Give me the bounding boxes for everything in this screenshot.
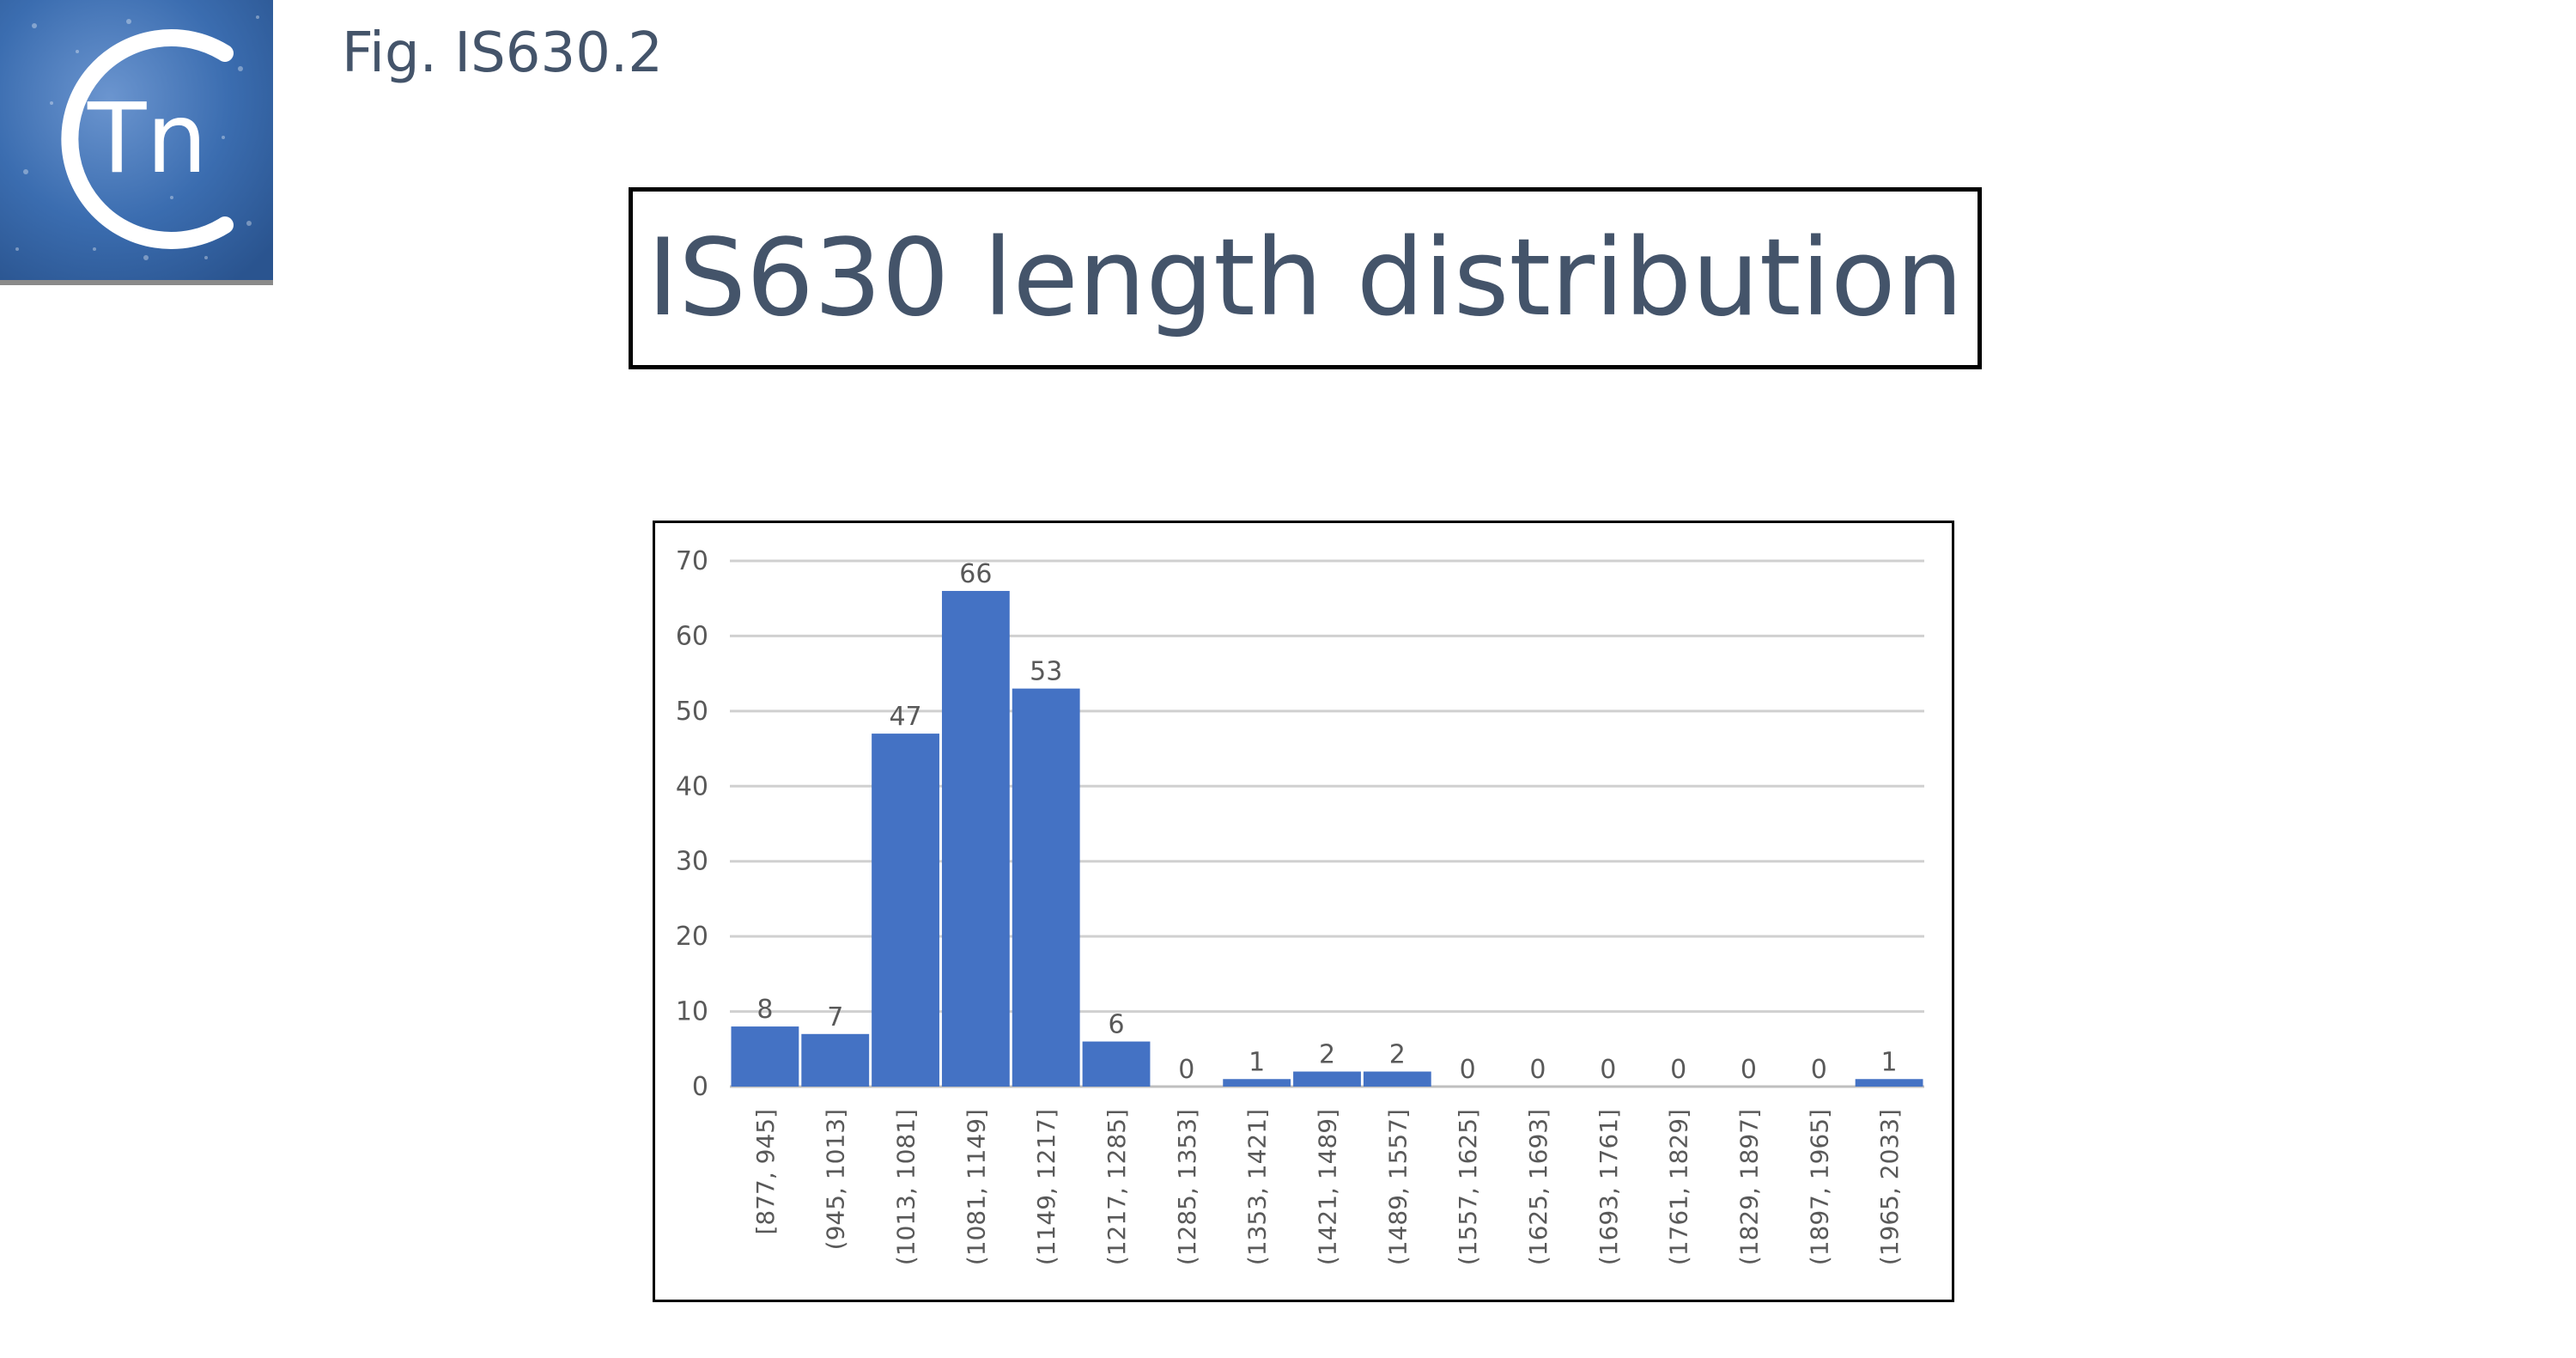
y-tick-label: 30 [676,847,708,877]
logo-graphic: Tn [0,0,273,285]
bar [801,1033,870,1087]
data-label: 2 [1389,1040,1406,1070]
category-label: (1829, 1897] [1735,1109,1763,1265]
data-label: 47 [889,702,921,732]
category-label: (1013, 1081] [892,1109,920,1265]
data-label: 0 [1670,1055,1686,1085]
bar [1223,1079,1291,1087]
data-labels: 8 7 47 66 53 6 0 1 2 2 0 0 0 0 0 0 1 [756,559,1897,1085]
tn-logo: Tn [0,0,273,285]
chart-frame: 0 10 20 30 40 50 60 70 8 7 47 66 53 6 0 1 2 2 0 0 0 0 0 0 1 [87… [653,521,1954,1302]
category-label: (1897, 1965] [1805,1109,1833,1265]
data-label: 0 [1741,1055,1757,1085]
chart-title: IS630 length distribution [647,216,1964,340]
bar [872,734,939,1087]
category-label: (1081, 1149] [962,1109,990,1265]
data-label: 0 [1529,1055,1546,1085]
category-label: (1149, 1217] [1032,1109,1060,1265]
bars [731,590,1923,1087]
data-label: 6 [1108,1010,1124,1040]
bar [941,590,1010,1087]
data-label: 0 [1178,1055,1194,1085]
data-label: 8 [756,995,773,1025]
data-label: 1 [1881,1047,1898,1077]
category-label: (1965, 2033] [1875,1109,1904,1265]
category-label: (1421, 1489] [1314,1109,1342,1265]
category-label: (1557, 1625] [1454,1109,1482,1265]
data-label: 0 [1811,1055,1827,1085]
category-label: (1693, 1761] [1595,1109,1623,1265]
category-label: (1353, 1421] [1243,1109,1272,1265]
y-tick-label: 10 [676,997,708,1027]
y-tick-label: 40 [676,771,708,801]
bar [1012,688,1080,1087]
y-tick-label: 70 [676,546,708,576]
y-tick-label: 0 [692,1072,708,1102]
y-axis-ticks: 0 10 20 30 40 50 60 70 [676,546,708,1102]
data-label: 0 [1460,1055,1476,1085]
bar [1855,1079,1923,1087]
data-label: 66 [959,559,992,589]
bar [1082,1041,1151,1087]
data-label: 1 [1249,1047,1265,1077]
bar [1293,1071,1361,1087]
figure-label: Fig. IS630.2 [342,21,663,85]
data-label: 0 [1600,1055,1616,1085]
category-label: (1625, 1693] [1524,1109,1552,1265]
category-label: (1761, 1829] [1665,1109,1693,1265]
y-tick-label: 60 [676,621,708,651]
category-label: (1489, 1557] [1383,1109,1412,1265]
category-labels: [877, 945] (945, 1013] (1013, 1081] (1081, … [751,1109,1904,1265]
y-tick-label: 50 [676,697,708,727]
logo-text: Tn [87,83,207,195]
bar [731,1026,799,1087]
category-label: (1285, 1353] [1173,1109,1201,1265]
category-label: [877, 945] [751,1109,780,1235]
bar [1363,1071,1431,1087]
data-label: 53 [1030,657,1062,687]
category-label: (1217, 1285] [1103,1109,1131,1265]
y-tick-label: 20 [676,922,708,952]
title-box: IS630 length distribution [629,187,1982,369]
data-label: 7 [827,1002,843,1032]
data-label: 2 [1319,1040,1335,1070]
category-label: (945, 1013] [822,1109,850,1250]
